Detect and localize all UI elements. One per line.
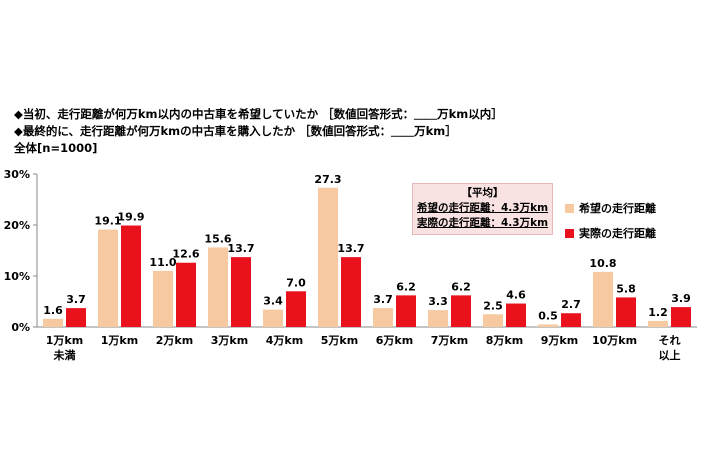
legend-label-hope: 希望の走行距離 [579, 202, 656, 215]
bar [98, 229, 118, 327]
data-label: 4.6 [506, 289, 526, 302]
data-label: 3.4 [263, 295, 283, 308]
bar [451, 295, 471, 327]
average-title: 【平均】 [461, 187, 504, 199]
legend-label-actual: 実際の走行距離 [579, 227, 656, 240]
x-tick-label: 1万km [46, 334, 83, 347]
average-hope: 希望の走行距離：4.3万km [416, 202, 549, 214]
bar [263, 309, 283, 327]
x-tick-label: 以上 [659, 348, 681, 362]
bar [483, 314, 503, 327]
bar [231, 257, 251, 327]
data-label: 11.0 [149, 256, 176, 269]
bar [176, 262, 196, 327]
data-label: 19.1 [94, 215, 121, 228]
data-label: 1.6 [43, 304, 63, 317]
data-label: 5.8 [616, 282, 636, 295]
data-label: 3.3 [428, 295, 448, 308]
sample-base: 全体[n=1000] [14, 141, 98, 155]
legend-item-actual: 実際の走行距離 [565, 225, 656, 241]
chart-header: ◆当初、走行距離が何万km以内の中古車を希望していたか ［数値回答形式：＿＿万k… [14, 106, 503, 157]
data-label: 19.9 [117, 211, 144, 224]
bar [318, 187, 338, 327]
x-tick-label: 6万km [376, 334, 413, 347]
bar [538, 324, 558, 327]
bar [648, 320, 668, 327]
x-tick-label: 7万km [431, 334, 468, 347]
data-label: 2.5 [483, 299, 503, 312]
x-tick-label: 5万km [321, 334, 358, 347]
data-label: 10.8 [589, 257, 616, 270]
data-label: 0.5 [538, 309, 558, 322]
data-label: 27.3 [314, 173, 341, 186]
data-label: 15.6 [204, 232, 231, 245]
x-tick-label: 9万km [541, 334, 578, 347]
data-label: 7.0 [286, 276, 306, 289]
bar [506, 303, 526, 327]
bar [593, 271, 613, 327]
legend: 希望の走行距離 実際の走行距離 [565, 200, 656, 250]
question-2: ◆最終的に、走行距離が何万kmの中古車を購入したか ［数値回答形式：＿＿万km］ [14, 124, 457, 138]
bar [561, 313, 581, 327]
bar [671, 307, 691, 327]
data-label: 3.9 [671, 292, 691, 305]
data-label: 12.6 [172, 248, 199, 261]
bar [208, 247, 228, 327]
legend-swatch-actual [565, 228, 574, 238]
x-tick-label: 10万km [592, 334, 637, 347]
data-label: 1.2 [648, 306, 668, 319]
data-label: 6.2 [396, 280, 416, 293]
y-tick-label: 10% [4, 270, 30, 283]
x-tick-label: 未満 [53, 348, 76, 362]
data-label: 3.7 [373, 293, 393, 306]
bar [286, 291, 306, 327]
question-1: ◆当初、走行距離が何万km以内の中古車を希望していたか ［数値回答形式：＿＿万k… [14, 107, 503, 121]
bar [121, 225, 141, 327]
legend-swatch-hope [565, 203, 574, 213]
y-tick-label: 30% [4, 168, 30, 181]
bar [428, 310, 448, 327]
bar [43, 318, 63, 327]
x-tick-label: 4万km [266, 334, 303, 347]
average-actual: 実際の走行距離：4.3万km [416, 217, 549, 229]
data-label: 13.7 [227, 242, 254, 255]
bar [341, 257, 361, 327]
x-tick-label: それ [659, 334, 681, 347]
legend-item-hope: 希望の走行距離 [565, 200, 656, 216]
data-label: 2.7 [561, 298, 581, 311]
bar [153, 270, 173, 327]
x-tick-label: 8万km [486, 334, 523, 347]
bar [373, 308, 393, 327]
bar [66, 308, 86, 327]
data-label: 3.7 [66, 293, 86, 306]
x-tick-label: 1万km [101, 334, 138, 347]
data-label: 6.2 [451, 280, 471, 293]
bar [616, 297, 636, 327]
average-box: 【平均】 希望の走行距離：4.3万km 実際の走行距離：4.3万km [412, 183, 553, 235]
bar [396, 295, 416, 327]
y-tick-label: 20% [4, 219, 30, 232]
y-tick-label: 0% [11, 321, 30, 334]
x-tick-label: 2万km [156, 334, 193, 347]
x-tick-label: 3万km [211, 334, 248, 347]
data-label: 13.7 [337, 242, 364, 255]
